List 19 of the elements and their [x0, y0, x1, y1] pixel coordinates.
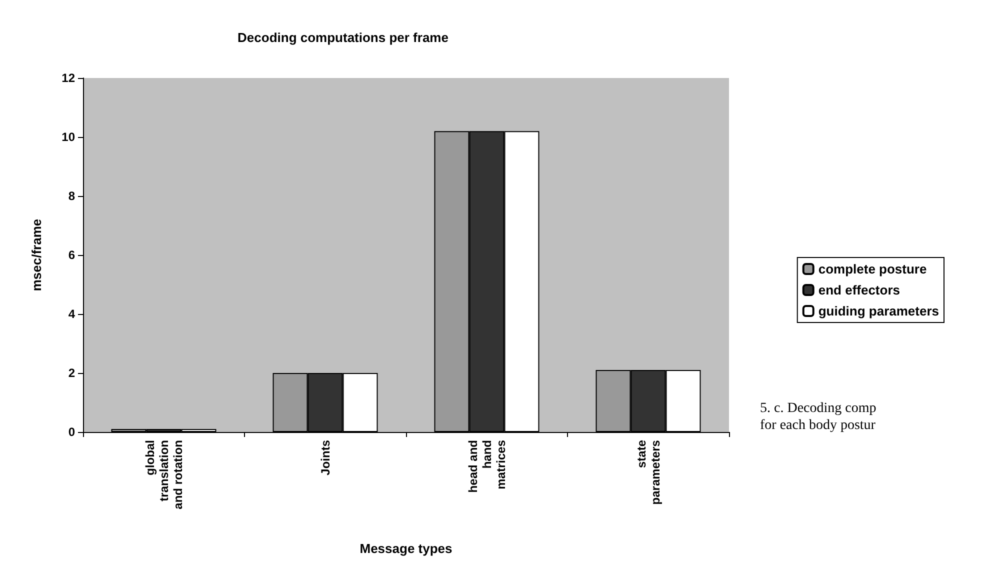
x-axis-title: Message types: [360, 541, 452, 556]
text: 5. c. Decoding comp: [760, 401, 876, 416]
y-tick-label: 8: [68, 189, 76, 203]
x-tick-label: Joints: [318, 440, 332, 476]
legend-label: end effectors: [818, 282, 900, 298]
x-tick-label: global translation and rotation: [142, 440, 185, 510]
y-tick-label: 6: [68, 248, 76, 262]
legend-label: complete posture: [818, 262, 927, 276]
y-axis-title: msec/frame: [29, 218, 44, 292]
y-tick-label: 10: [62, 130, 76, 144]
legend-label: guiding parameters: [818, 304, 940, 318]
y-tick-label: 4: [68, 307, 76, 321]
y-tick-label: 2: [68, 366, 76, 380]
text: for each body postur: [760, 418, 876, 433]
x-tick-label: state parameters: [634, 440, 662, 505]
y-tick-label: 0: [68, 425, 76, 439]
y-tick-label: 12: [62, 71, 76, 85]
chart-title: Decoding computations per frame: [238, 30, 448, 45]
x-tick-label: head and hand matrices: [466, 440, 508, 493]
